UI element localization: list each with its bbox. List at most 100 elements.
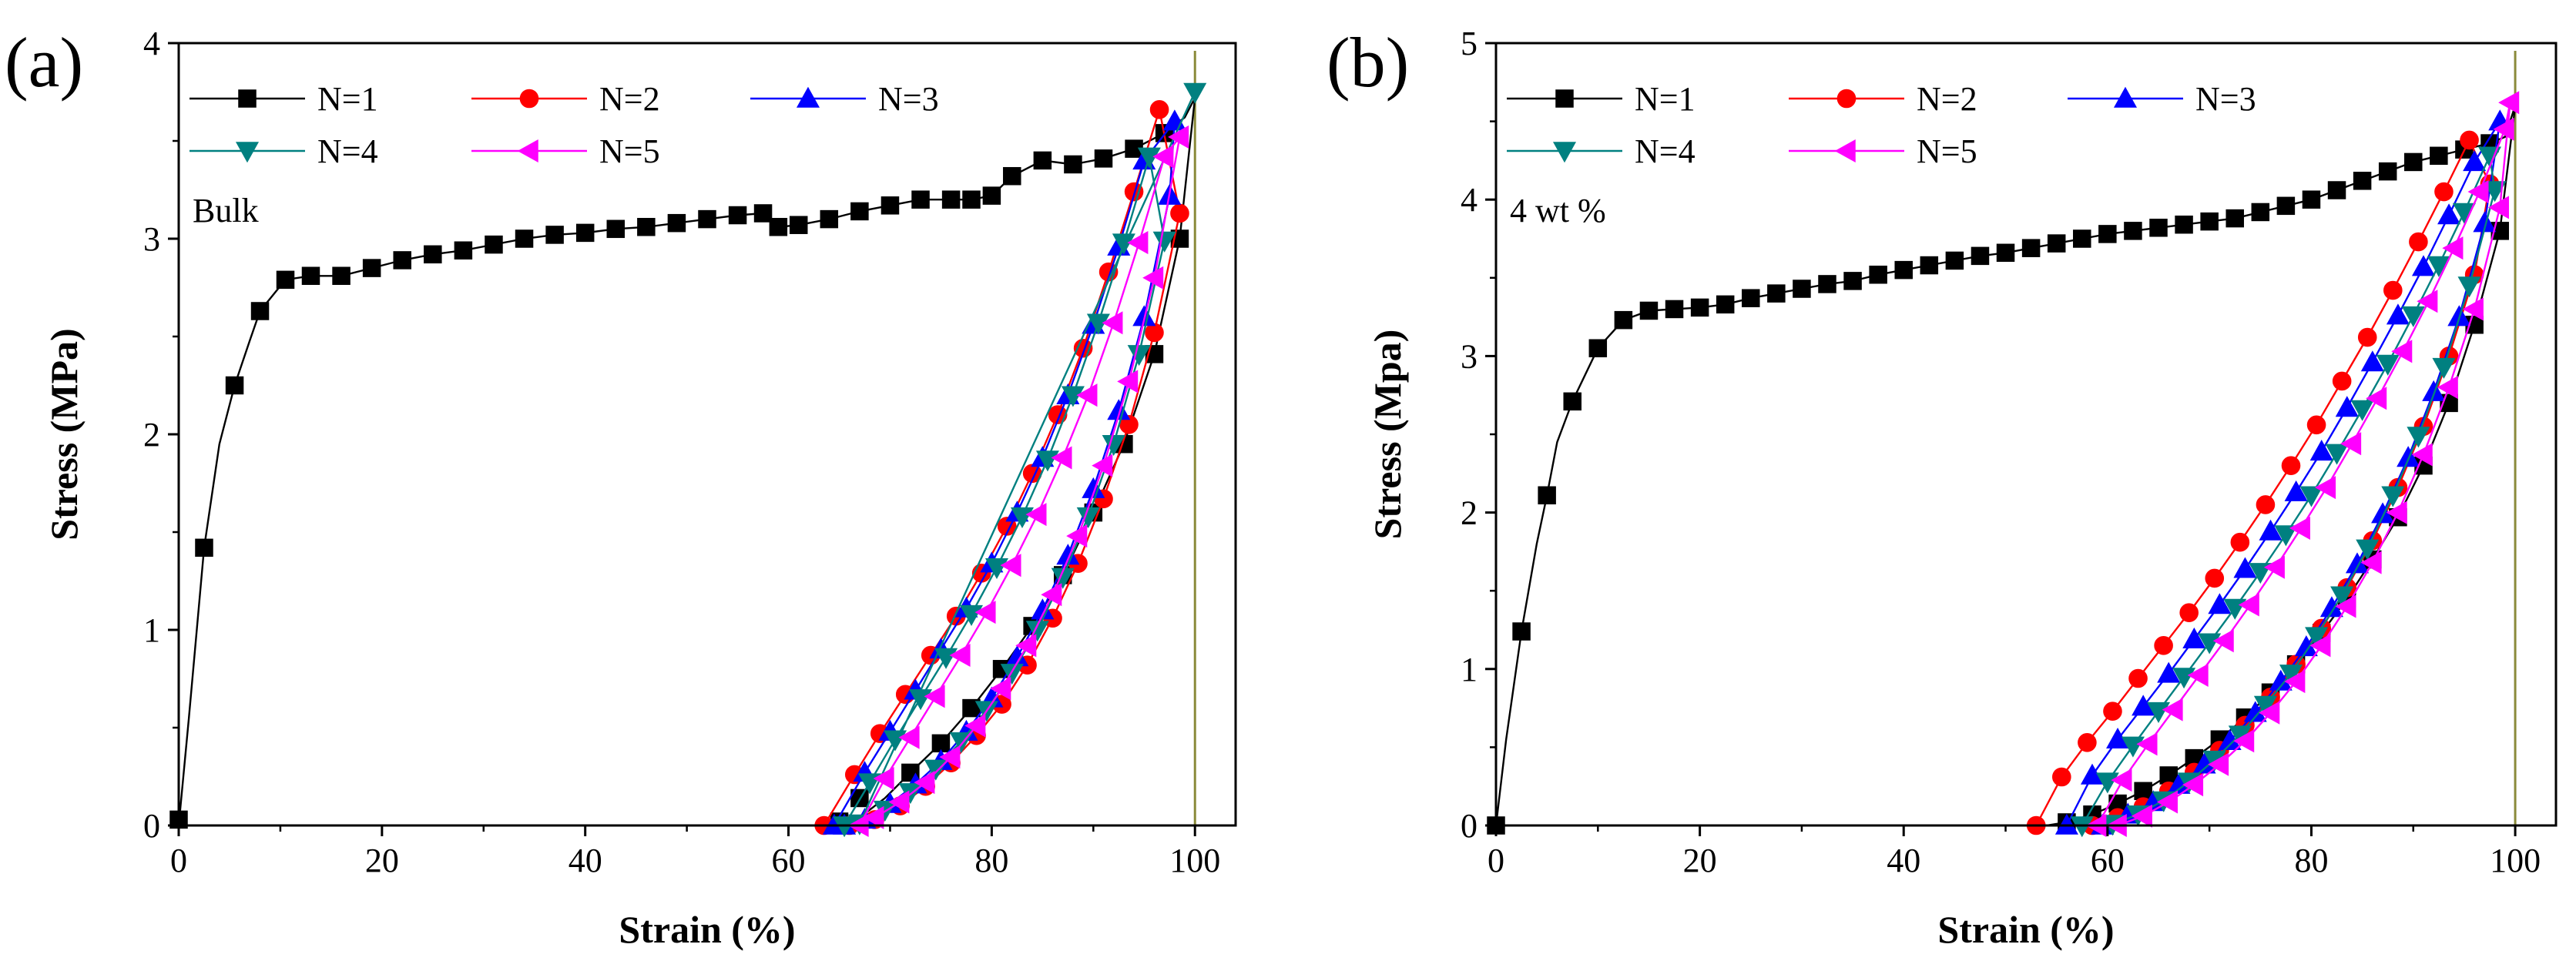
data-point: [2256, 495, 2276, 514]
data-point: [1127, 345, 1151, 367]
data-point: [2386, 501, 2407, 524]
data-point: [2073, 229, 2091, 248]
series-line: [823, 109, 1181, 827]
legend-label: N=5: [599, 132, 660, 170]
data-point: [2208, 593, 2232, 614]
data-point: [2404, 152, 2423, 172]
data-point: [2208, 752, 2229, 776]
series-N=5: [2085, 91, 2520, 838]
data-point: [2309, 440, 2333, 461]
data-point: [2411, 255, 2436, 276]
data-point: [1818, 275, 1836, 293]
panel-b: (b) 0 20 40 60 80 100 0 1 2 3 4 5 Strain (%) Stress (M…: [1327, 23, 2558, 951]
data-point: [1112, 233, 1135, 255]
data-point: [2103, 701, 2122, 721]
data-point: [1000, 554, 1021, 578]
data-point: [2498, 91, 2520, 115]
data-point: [332, 266, 351, 286]
data-point: [2315, 476, 2336, 500]
plot-area: [169, 51, 1207, 838]
data-point: [2182, 773, 2204, 797]
legend-label: N=2: [599, 80, 660, 118]
data-point: [2187, 663, 2209, 687]
legend-label: N=4: [317, 132, 378, 170]
data-point: [1015, 634, 1037, 658]
y-tick-label: 2: [143, 416, 160, 454]
data-point: [2434, 182, 2454, 202]
legend-entry-N=2: N=2: [471, 80, 660, 118]
data-point: [2463, 150, 2487, 172]
sample-annotation: Bulk: [193, 192, 259, 229]
data-point: [2179, 603, 2199, 622]
data-point: [1767, 284, 1786, 303]
data-point: [2467, 180, 2489, 204]
data-point: [2274, 525, 2298, 547]
legend: N=1 N=2 N=3 N=4 N=5: [190, 80, 939, 170]
data-point: [2136, 732, 2158, 756]
data-point: [1025, 621, 1049, 642]
data-point: [2335, 594, 2356, 618]
legend-marker: [519, 89, 539, 109]
data-point: [2376, 354, 2400, 376]
data-point: [2124, 222, 2142, 240]
data-point: [2146, 701, 2171, 723]
y-tick-label: 1: [143, 611, 160, 649]
legend-entry-N=2: N=2: [1789, 80, 1977, 118]
data-point: [2276, 196, 2296, 216]
data-point: [1076, 383, 1098, 407]
data-point: [1614, 310, 1633, 330]
data-point: [1102, 311, 1123, 335]
data-point: [2327, 181, 2346, 199]
data-point: [2437, 203, 2461, 225]
data-point: [2111, 768, 2132, 792]
data-point: [1000, 664, 1024, 685]
y-tick-label: 3: [1461, 337, 1478, 375]
data-point: [2378, 162, 2397, 181]
data-point: [515, 229, 534, 248]
x-axis-title: Strain (%): [619, 908, 795, 951]
data-point: [393, 251, 411, 270]
data-point: [984, 557, 1009, 580]
data-point: [939, 745, 961, 769]
data-point: [769, 218, 788, 236]
data-point: [2437, 376, 2458, 400]
data-point: [2047, 234, 2066, 253]
series-line: [2081, 152, 2496, 826]
data-point: [454, 241, 473, 259]
data-point: [911, 190, 930, 209]
data-point: [1149, 100, 1169, 119]
data-point: [2381, 486, 2405, 507]
data-point: [2128, 668, 2148, 688]
data-point: [863, 805, 884, 829]
data-point: [1127, 231, 1149, 255]
y-axis-title: Stress (Mpa): [1366, 330, 1409, 540]
data-point: [2427, 256, 2450, 277]
data-point: [728, 206, 747, 225]
series-N=1: [1487, 105, 2517, 835]
series-line: [1494, 105, 2517, 827]
data-point: [2225, 209, 2244, 228]
data-point: [2284, 670, 2306, 694]
data-point: [606, 219, 626, 239]
legend-label: N=1: [1635, 80, 1696, 118]
data-point: [2366, 387, 2387, 410]
data-point: [2386, 303, 2410, 325]
data-point: [2442, 236, 2464, 260]
data-point: [2281, 456, 2301, 475]
data-point: [888, 790, 910, 814]
data-point: [1920, 256, 1939, 275]
data-point: [1003, 166, 1021, 186]
data-point: [301, 266, 320, 286]
series-N=4: [2070, 146, 2507, 838]
data-point: [2430, 146, 2448, 166]
legend-marker: [2113, 86, 2138, 108]
data-point: [2409, 232, 2428, 252]
x-tick-label: 0: [170, 842, 187, 879]
y-tick-label: 3: [143, 220, 160, 258]
data-point: [964, 714, 986, 738]
data-point: [997, 517, 1017, 536]
y-tick-label: 4: [143, 25, 160, 62]
data-point: [2457, 276, 2481, 298]
data-point: [2131, 804, 2152, 828]
